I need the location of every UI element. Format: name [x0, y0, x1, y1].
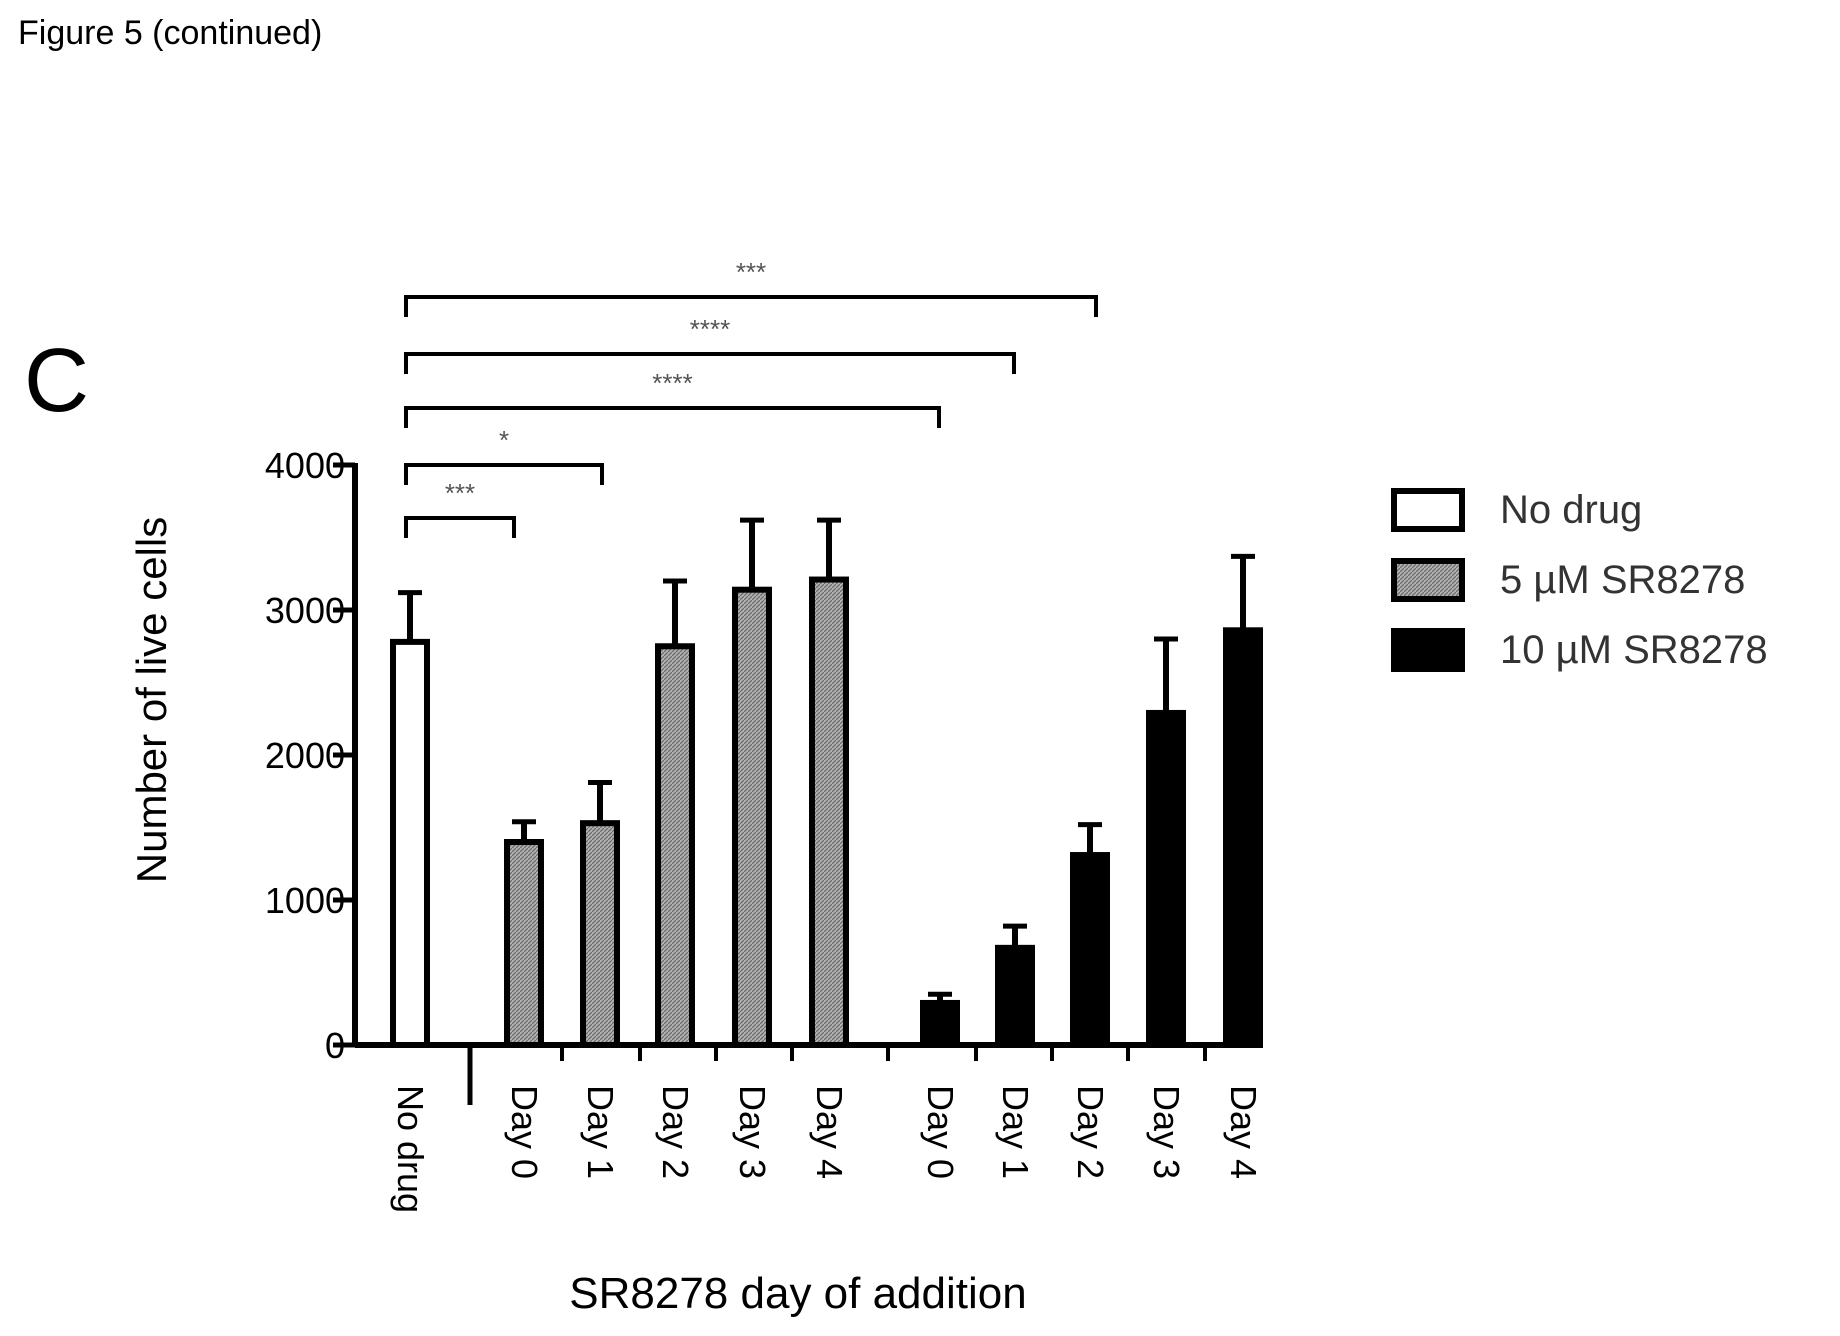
significance-label: **** — [652, 368, 692, 398]
figure-caption: Figure 5 (continued) — [18, 14, 323, 52]
bar — [920, 999, 960, 1049]
bar — [580, 820, 620, 1049]
significance-bracket — [404, 295, 1098, 317]
significance-bracket — [404, 406, 941, 428]
significance-label: **** — [690, 314, 730, 344]
legend-swatch — [1391, 628, 1465, 672]
category-label: Day 3 — [1146, 1085, 1187, 1179]
category-label: Day 2 — [655, 1085, 696, 1179]
bar — [504, 839, 544, 1048]
axes: 0 1000 2000 3000 4000 — [265, 445, 1262, 1105]
significance-brackets: *************** — [404, 257, 1098, 538]
bar — [1223, 627, 1263, 1048]
legend-label: 10 µM SR8278 — [1500, 628, 1768, 672]
significance-label: *** — [445, 478, 475, 508]
category-label: No drug — [390, 1085, 431, 1213]
legend-label: No drug — [1500, 488, 1642, 532]
category-label: Day 3 — [732, 1085, 773, 1179]
y-tick-label: 0 — [325, 1025, 345, 1066]
category-label: Day 4 — [809, 1085, 850, 1179]
bar — [655, 643, 695, 1048]
legend: No drug 5 µM SR8278 10 µM SR8278 — [1391, 488, 1768, 672]
y-tick-label: 4000 — [265, 445, 345, 486]
category-label: Day 1 — [995, 1085, 1036, 1179]
y-tick-label: 2000 — [265, 735, 345, 776]
significance-bracket — [404, 352, 1016, 374]
bar — [1146, 709, 1186, 1048]
category-label: Day 2 — [1070, 1085, 1111, 1179]
bar — [732, 586, 772, 1048]
significance-bracket — [404, 463, 604, 485]
bar — [995, 944, 1035, 1048]
legend-swatch — [1391, 488, 1465, 532]
category-label: Day 0 — [920, 1085, 961, 1179]
y-tick-label: 1000 — [265, 880, 345, 921]
legend-swatch — [1391, 558, 1465, 602]
category-label: Day 4 — [1223, 1085, 1264, 1179]
significance-bracket — [404, 516, 516, 538]
category-label: Day 1 — [580, 1085, 621, 1179]
significance-label: * — [499, 425, 509, 455]
y-axis-title: Number of live cells — [128, 517, 175, 883]
y-tick-label: 3000 — [265, 590, 345, 631]
category-labels: No drug Day 0 Day 1 Day 2 Day 3 Day 4 Day 0 Day… — [390, 1085, 1264, 1213]
x-axis-title: SR8278 day of addition — [569, 1269, 1026, 1318]
bar — [1070, 852, 1110, 1048]
significance-label: *** — [736, 257, 766, 287]
bar — [809, 576, 849, 1048]
legend-label: 5 µM SR8278 — [1500, 558, 1745, 602]
bar — [390, 638, 430, 1049]
bars — [390, 517, 1263, 1049]
panel-label: C — [24, 331, 89, 431]
category-label: Day 0 — [504, 1085, 545, 1179]
